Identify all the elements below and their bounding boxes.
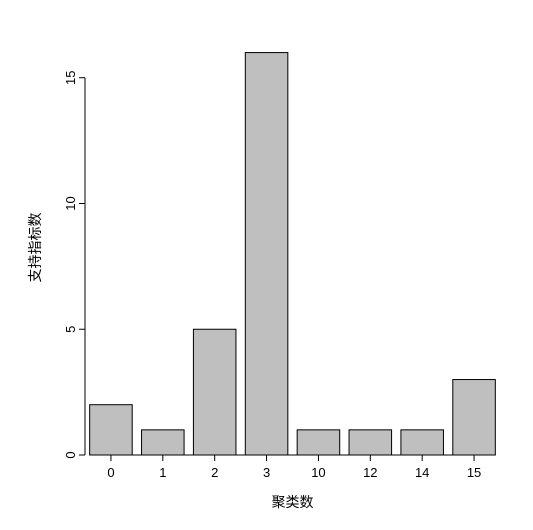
y-tick-label: 10 [63, 196, 78, 210]
x-tick-label: 1 [159, 465, 166, 480]
y-axis-label: 支持指标数 [27, 213, 43, 283]
bar [453, 380, 496, 455]
bar [142, 430, 185, 455]
y-tick-label: 15 [63, 70, 78, 84]
x-tick-label: 14 [415, 465, 429, 480]
bar-chart: 051015012310121415聚类数支持指标数 [0, 0, 533, 530]
chart-svg: 051015012310121415聚类数支持指标数 [0, 0, 533, 530]
x-tick-label: 10 [311, 465, 325, 480]
x-tick-label: 12 [363, 465, 377, 480]
x-tick-label: 2 [211, 465, 218, 480]
bar [245, 53, 288, 455]
x-tick-label: 0 [107, 465, 114, 480]
x-tick-label: 3 [263, 465, 270, 480]
bar [90, 405, 133, 455]
x-axis-label: 聚类数 [272, 494, 314, 510]
bar [193, 329, 236, 455]
x-tick-label: 15 [467, 465, 481, 480]
y-tick-label: 0 [63, 451, 78, 458]
bar [349, 430, 392, 455]
bar [401, 430, 444, 455]
y-tick-label: 5 [63, 326, 78, 333]
bar [297, 430, 340, 455]
